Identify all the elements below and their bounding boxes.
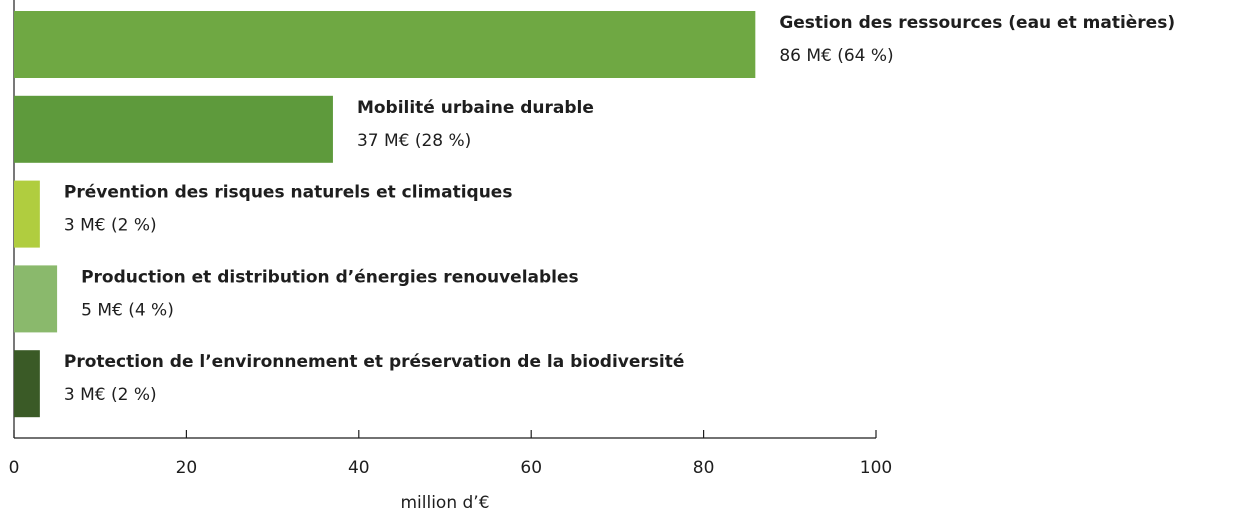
x-tick-label: 20 xyxy=(176,458,198,478)
bar xyxy=(14,95,333,163)
value-label: 37 M€ (28 %) xyxy=(357,131,471,151)
x-tick-label: 80 xyxy=(693,458,715,478)
bar xyxy=(14,11,756,78)
value-label: 5 M€ (4 %) xyxy=(81,300,174,320)
category-label: Prévention des risques naturels et clima… xyxy=(64,183,513,203)
x-tick-label: 40 xyxy=(348,458,370,478)
bar xyxy=(14,180,40,248)
x-tick-label: 100 xyxy=(860,458,892,478)
value-label: 86 M€ (64 %) xyxy=(779,46,893,66)
category-label: Protection de l’environnement et préserv… xyxy=(64,352,685,372)
category-label: Production et distribution d’énergies re… xyxy=(81,267,579,287)
x-tick-label: 60 xyxy=(520,458,542,478)
x-axis-label: million d’€ xyxy=(400,493,489,511)
x-tick-label: 0 xyxy=(9,458,20,478)
value-label: 3 M€ (2 %) xyxy=(64,216,157,236)
bar xyxy=(14,265,58,333)
value-label: 3 M€ (2 %) xyxy=(64,385,157,405)
bar xyxy=(14,350,40,418)
category-label: Gestion des ressources (eau et matières) xyxy=(779,13,1175,33)
category-label: Mobilité urbaine durable xyxy=(357,98,594,118)
